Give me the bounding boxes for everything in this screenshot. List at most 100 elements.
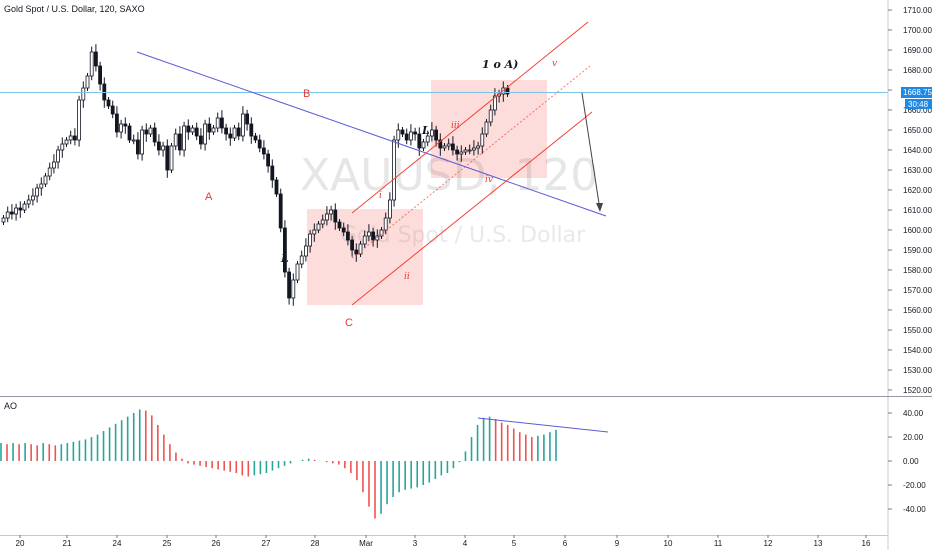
candle-down (144, 129, 149, 135)
last-price-label: 1668.75 (903, 88, 932, 97)
candle-down (236, 127, 241, 137)
candle-up (85, 75, 90, 89)
candle-down (98, 65, 102, 85)
ao-axis[interactable]: 40.00 20.00 0.00 -20.00 -40.00 (888, 409, 926, 514)
candle-down (249, 123, 254, 137)
wave-label-c: C (345, 317, 353, 329)
time-tick-label: 10 (664, 539, 673, 548)
candle-up (30, 195, 35, 201)
candle-up (14, 207, 19, 215)
candle-up (56, 149, 60, 163)
price-tick-label: 1610.00 (903, 206, 932, 215)
candle-up (89, 51, 94, 77)
time-tick-label: 26 (212, 539, 221, 548)
candle-up (215, 117, 220, 129)
candle-down (400, 129, 405, 135)
candle-up (425, 135, 430, 143)
candle-down (106, 99, 111, 107)
candle-up (232, 127, 237, 139)
time-tick-label: 25 (163, 539, 172, 548)
ao-tick-label: 20.00 (903, 433, 924, 442)
price-tick-label: 1690.00 (903, 46, 932, 55)
candle-up (240, 113, 245, 137)
candle-up (64, 139, 69, 145)
candle-down (207, 123, 212, 133)
price-tick-label: 1560.00 (903, 306, 932, 315)
candle-up (488, 109, 493, 123)
candle-up (119, 123, 123, 133)
time-tick-label: 3 (413, 539, 418, 548)
wave-label-v: v (552, 59, 557, 69)
candle-down (115, 113, 119, 133)
price-axis[interactable]: 1710.001700.001690.001680.001670.001660.… (888, 6, 932, 395)
candle-down (404, 133, 409, 141)
shaded-box-lower (307, 209, 423, 305)
candle-up (366, 231, 371, 237)
time-tick-label: 13 (814, 539, 823, 548)
channel-midline (351, 65, 591, 259)
candle-down (450, 143, 455, 151)
candle-down (257, 139, 262, 149)
candle-up (5, 211, 10, 219)
candle-up (182, 125, 187, 151)
candle-down (345, 231, 350, 241)
price-tick-label: 1710.00 (903, 6, 932, 15)
price-tick-label: 1620.00 (903, 186, 932, 195)
candle-up (26, 199, 31, 205)
candle-up (47, 167, 52, 177)
candle-up (392, 139, 397, 201)
countdown-label: 30:48 (908, 100, 929, 109)
ao-tick-label: 40.00 (903, 409, 924, 418)
wave-label-ii: ii (404, 272, 410, 282)
shaded-box-upper (431, 80, 547, 178)
time-tick-label: 28 (311, 539, 320, 548)
candle-down (455, 149, 460, 155)
candle-down (110, 105, 115, 115)
watermark-symbol: XAUUSD, 120 (300, 150, 598, 201)
price-tick-label: 1600.00 (903, 226, 932, 235)
candle-down (123, 123, 128, 127)
candle-up (446, 143, 451, 147)
ao-tick-label: 0.00 (903, 457, 919, 466)
label-l-left: L (280, 252, 289, 265)
candle-up (203, 123, 208, 145)
candle-down (245, 113, 250, 125)
label-wave-count: 1 o A) (482, 58, 518, 71)
price-scale-bg[interactable] (888, 0, 932, 550)
candle-up (492, 95, 497, 111)
time-axis[interactable]: 20 21 24 25 26 27 28 Mar 3 4 5 6 9 10 11 12 13 16 (16, 535, 871, 548)
candle-down (186, 125, 191, 133)
candle-up (148, 127, 153, 135)
price-tick-label: 1520.00 (903, 386, 932, 395)
candle-down (417, 133, 422, 149)
candle-up (131, 139, 136, 142)
candle-up (60, 143, 65, 151)
candle-down (194, 127, 199, 137)
candle-down (274, 179, 279, 195)
candles (1, 44, 510, 306)
wave-label-iv: iv (485, 175, 493, 185)
candle-down (156, 141, 161, 151)
candle-up (169, 145, 174, 171)
candle-down (505, 87, 510, 95)
candle-up (22, 203, 27, 211)
candle-down (253, 135, 258, 141)
candle-up (396, 129, 401, 141)
candle-down (270, 165, 275, 181)
candle-down (341, 227, 346, 233)
candle-up (1, 217, 6, 223)
time-tick-label: Mar (359, 539, 373, 548)
channel-upper (351, 21, 589, 214)
candle-up (387, 199, 392, 219)
candle-up (459, 151, 464, 155)
time-tick-label: 6 (563, 539, 568, 548)
wave-label-a: A (205, 191, 213, 203)
label-l-mid: L (421, 124, 430, 137)
price-tick-label: 1650.00 (903, 126, 932, 135)
projection-arrowhead (596, 203, 603, 212)
price-tick-label: 1680.00 (903, 66, 932, 75)
candle-down (413, 131, 418, 135)
candle-down (287, 271, 292, 299)
candle-up (362, 235, 367, 245)
candle-up (480, 133, 485, 147)
